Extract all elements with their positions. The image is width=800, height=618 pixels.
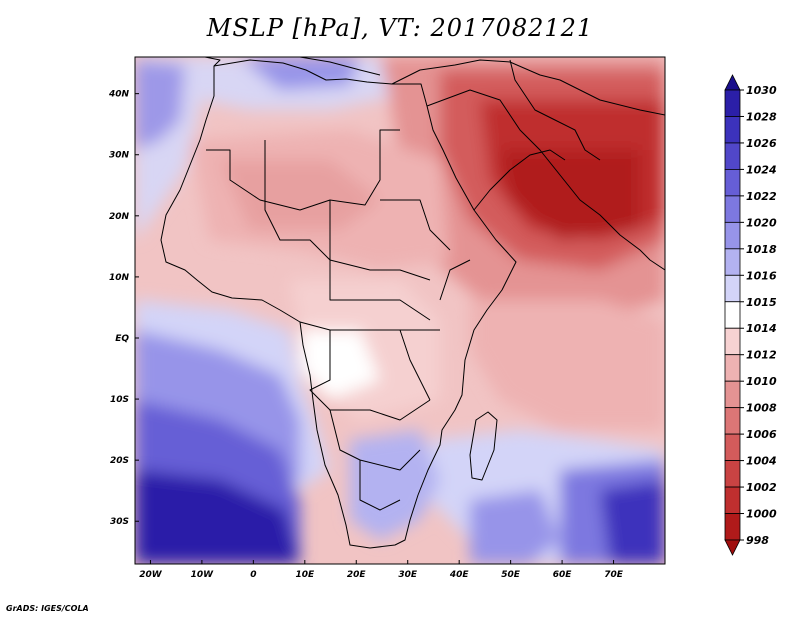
lat-tick-label: 20N xyxy=(109,212,130,222)
colorbar-swatch xyxy=(724,486,741,514)
colorbar-swatch xyxy=(724,142,741,170)
colorbar-label: 998 xyxy=(746,534,769,547)
colorbar-label: 1024 xyxy=(746,163,777,176)
lon-tick-label: 10E xyxy=(295,570,315,580)
colorbar-label: 1014 xyxy=(746,322,777,335)
colorbar-label: 1026 xyxy=(746,137,777,150)
lon-tick-label: 20E xyxy=(347,570,367,580)
pressure-field xyxy=(135,57,665,564)
map-frame xyxy=(134,56,666,565)
colorbar-label: 1015 xyxy=(746,296,777,309)
lat-tick-label: 10S xyxy=(110,395,129,405)
colorbar-label: 1022 xyxy=(746,190,777,203)
colorbar-swatch xyxy=(724,274,741,303)
lat-tick-label: 20S xyxy=(110,456,129,466)
colorbar-swatch xyxy=(724,354,741,382)
lon-tick-label: 0 xyxy=(250,570,256,580)
lon-tick-label: 70E xyxy=(604,570,624,580)
lat-tick-label: 10N xyxy=(109,273,130,283)
lat-tick-label: 30N xyxy=(109,151,130,161)
chart-title: MSLP [hPa], VT: 2017082121 xyxy=(206,14,594,42)
colorbar-label: 1002 xyxy=(746,481,777,494)
coastlines xyxy=(160,57,665,549)
lon-tick-label: 60E xyxy=(553,570,573,580)
colorbar-swatch xyxy=(724,195,741,223)
colorbar-label: 1030 xyxy=(746,84,777,97)
colorbar-swatch xyxy=(724,301,741,329)
colorbar-swatch xyxy=(724,248,741,276)
lat-tick-labels: 40N 30N 20N 10N EQ 10S 20S 30S xyxy=(108,90,139,527)
lon-tick-label: 40E xyxy=(449,570,470,580)
colorbar-swatch xyxy=(724,513,741,541)
colorbar-label: 1010 xyxy=(746,375,777,388)
colorbar-swatch xyxy=(724,89,741,117)
lat-tick-label: 40N xyxy=(108,90,130,100)
lon-tick-label: 50E xyxy=(501,570,521,580)
colorbar-label: 1012 xyxy=(746,349,777,362)
colorbar-swatch xyxy=(724,407,741,435)
lat-tick-label: 30S xyxy=(110,517,129,527)
lon-tick-label: 20W xyxy=(139,570,163,580)
lat-tick-label: EQ xyxy=(115,334,129,344)
colorbar-swatch xyxy=(724,380,741,409)
colorbar-label: 1018 xyxy=(746,243,777,256)
lon-tick-label: 10W xyxy=(191,570,215,580)
colorbar-label: 1004 xyxy=(746,455,777,468)
colorbar-swatch xyxy=(724,116,741,144)
lon-tick-label: 30E xyxy=(398,570,418,580)
colorbar-swatch xyxy=(724,169,741,197)
colorbar: 1030 1028 1026 1024 1022 1020 1018 1016 1015 1014… xyxy=(724,74,777,556)
colorbar-label: 1000 xyxy=(746,508,777,521)
colorbar-swatch xyxy=(724,539,741,556)
colorbar-label: 1006 xyxy=(746,428,777,441)
colorbar-label: 1020 xyxy=(746,216,777,229)
colorbar-swatch xyxy=(724,221,741,250)
grads-credit: GrADS: IGES/COLA xyxy=(6,604,89,613)
colorbar-label: 1016 xyxy=(746,269,777,282)
colorbar-swatch xyxy=(724,74,741,91)
colorbar-label: 1008 xyxy=(746,402,777,415)
colorbar-swatch xyxy=(724,460,741,488)
colorbar-label: 1028 xyxy=(746,110,777,123)
lon-tick-labels: 20W 10W 0 10E 20E 30E 40E 50E 60E 70E xyxy=(139,560,624,580)
colorbar-swatch xyxy=(724,327,741,356)
colorbar-swatch xyxy=(724,433,741,461)
